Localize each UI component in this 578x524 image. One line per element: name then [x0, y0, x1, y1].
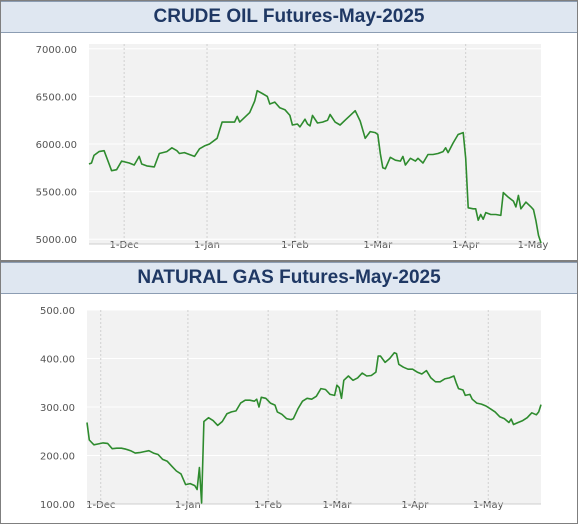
x-tick-label: 1-Mar [363, 240, 393, 251]
y-tick-label: 400.00 [40, 355, 75, 366]
y-tick-label: 500.00 [40, 306, 75, 317]
x-tick-label: 1-Dec [86, 500, 115, 511]
natural-gas-panel: NATURAL GAS Futures-May-2025 500.00 400.0… [1, 262, 577, 522]
x-tick-label: 1-Apr [452, 240, 480, 251]
y-tick-label: 5500.00 [36, 188, 77, 199]
x-tick-label: 1-May [473, 500, 504, 511]
y-tick-label: 7000.00 [36, 45, 77, 56]
crude-oil-chart-title: CRUDE OIL Futures-May-2025 [1, 1, 577, 33]
x-tick-label: 1-Feb [281, 240, 309, 251]
crude-oil-panel: CRUDE OIL Futures-May-2025 7000.00 6500.0… [1, 0, 577, 262]
panel-divider [0, 260, 578, 262]
x-tick-label: 1-Feb [254, 500, 282, 511]
y-tick-label: 5000.00 [36, 235, 77, 246]
price-series-line [86, 351, 542, 504]
x-tick-label: 1-Jan [175, 500, 201, 511]
crude-oil-chart: 7000.00 6500.00 6000.00 5500.00 5000.00 1-Dec… [36, 44, 549, 251]
y-tick-label: 300.00 [40, 403, 75, 414]
y-tick-label: 100.00 [40, 500, 75, 511]
x-tick-label: 1-May [518, 240, 549, 251]
price-series-line [88, 89, 542, 244]
y-tick-label: 200.00 [40, 452, 75, 463]
x-tick-label: 1-Apr [401, 500, 429, 511]
y-tick-label: 6500.00 [36, 92, 77, 103]
natural-gas-chart: 500.00 400.00 300.00 200.00 100.00 1-Dec 1-Jan… [40, 306, 542, 511]
x-tick-label: 1-Jan [194, 240, 220, 251]
x-tick-label: 1-Mar [323, 500, 353, 511]
natural-gas-chart-title: NATURAL GAS Futures-May-2025 [1, 262, 577, 294]
y-tick-label: 6000.00 [36, 140, 77, 151]
x-tick-label: 1-Dec [109, 240, 138, 251]
